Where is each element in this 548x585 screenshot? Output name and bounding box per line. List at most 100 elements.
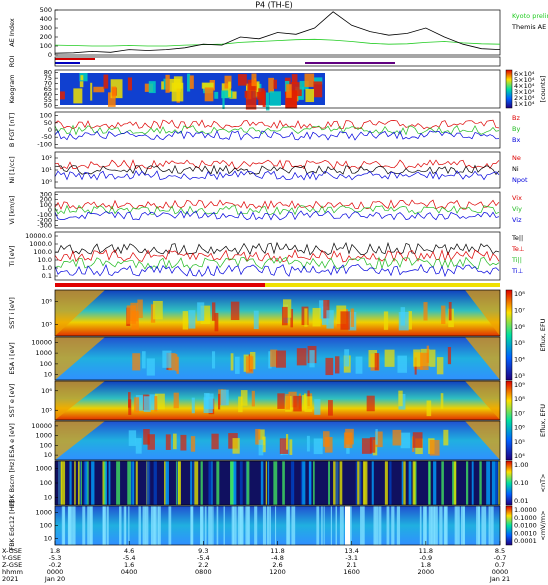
spectrogram-stripe [386, 506, 390, 545]
keogram-patch [171, 82, 184, 102]
time-axis-label: -5.4 [197, 554, 210, 562]
legend-entry: Te⊥ [511, 245, 525, 253]
spectrogram-stripe [208, 461, 212, 505]
legend-entry: Te|| [511, 234, 523, 242]
keogram-patch [304, 73, 315, 87]
y-tick-label: 1000 [35, 349, 52, 357]
spectrogram-stripe [128, 506, 130, 545]
spectrogram-stripe [428, 461, 431, 505]
spectrogram-stripe [279, 438, 289, 454]
keogram-patch [73, 88, 83, 104]
spectrogram-stripe [212, 506, 214, 545]
spectrogram-stripe [360, 506, 362, 545]
spectrogram-stripe [72, 506, 76, 545]
time-axis-label: 9.3 [198, 547, 208, 555]
colorbar-unit: [counts] [539, 76, 547, 103]
colorbar-label: 10⁸ [514, 290, 525, 298]
spectrogram-stripe [216, 461, 220, 505]
y-tick-label: 1000 [35, 432, 52, 440]
y-tick-label: 200 [40, 33, 52, 41]
spectrogram-stripe [200, 461, 203, 505]
colorbar [505, 289, 513, 381]
keogram-patch [201, 82, 214, 89]
spectrogram-stripe [323, 299, 330, 319]
spectrogram-stripe [197, 302, 205, 321]
spectrogram-stripe [412, 432, 423, 448]
spectrogram-stripe [350, 308, 355, 327]
spectrogram-stripe [235, 356, 240, 374]
spectrogram-stripe [103, 461, 106, 505]
spectrogram-stripe [84, 461, 88, 505]
colorbar [505, 69, 513, 109]
spectrogram-stripe [87, 506, 90, 545]
spectrogram-stripe [293, 395, 302, 412]
spectrogram-stripe [408, 311, 412, 330]
colorbar-label: 0.1000 [514, 514, 537, 522]
y-tick-label: 10000 [31, 422, 52, 430]
y-tick-label: 0 [48, 206, 52, 214]
spectrogram-stripe [483, 506, 487, 545]
spectrogram-stripe [200, 305, 211, 325]
keogram-patch [273, 79, 278, 89]
spectrogram-stripe [443, 506, 446, 545]
spectrogram-stripe [270, 349, 278, 367]
spectrogram-stripe [441, 461, 444, 505]
spectrogram-stripe [268, 351, 272, 369]
y-tick-label: -100 [37, 211, 52, 219]
spectrogram-wedge [55, 381, 500, 420]
spectrogram-stripe [313, 438, 323, 455]
spectrogram-stripe [439, 506, 443, 545]
legend-entry: Ti⊥ [511, 267, 524, 275]
legend-entry: Ti|| [511, 256, 522, 264]
colorbar-label: 10⁸ [514, 395, 525, 403]
keogram-patch [238, 74, 247, 86]
colorbar-unit: Eflux, EFU [539, 404, 547, 437]
keogram-patch [291, 82, 302, 97]
y-tick-label: 10⁶ [41, 387, 52, 395]
y-tick-label: 100 [40, 360, 52, 368]
spectrogram-stripe [392, 429, 402, 446]
spectrogram-stripe [290, 461, 295, 505]
legend-entry: Vix [512, 194, 522, 202]
time-axis-label: 0.7 [495, 561, 505, 569]
keogram-patch [189, 75, 194, 89]
spectrogram-stripe [460, 506, 465, 545]
spectrogram-stripe [102, 506, 105, 545]
spectrogram-stripe [355, 356, 363, 374]
y-axis-label: ESA i [eV] [8, 342, 16, 374]
y-tick-label: 10⁵ [41, 406, 52, 414]
colorbar-label: 10⁴ [514, 452, 525, 460]
colorbar-label: 10⁴ [514, 356, 525, 364]
colorbar-unit: <nT> [539, 474, 547, 493]
time-axis-label: -5.4 [123, 554, 136, 562]
spectrogram-stripe [240, 390, 248, 406]
time-axis-label: 1.6 [124, 561, 134, 569]
keogram-patch [244, 90, 247, 98]
spectrogram-stripe [463, 506, 466, 545]
spectrogram-stripe [188, 310, 196, 329]
spectrogram-stripe [176, 461, 178, 505]
spectrogram-stripe [173, 392, 179, 409]
keogram-patch [313, 81, 323, 98]
spectrogram-stripe [344, 349, 350, 367]
spectrogram-stripe [440, 393, 444, 409]
y-tick-label: 1000 [35, 509, 52, 517]
spectrogram-stripe [128, 392, 131, 408]
spectrogram-stripe [302, 395, 306, 411]
time-axis-label: 2.1 [346, 561, 356, 569]
panel-frame [54, 191, 501, 229]
colorbar-label: 1.0000 [514, 506, 537, 514]
spectrogram-stripe [314, 399, 321, 415]
keogram-patch [103, 74, 109, 89]
spectrogram-stripe [343, 432, 353, 449]
keogram-patch [299, 80, 309, 90]
time-axis-label: 0000 [492, 568, 509, 576]
y-axis-label: Ni [1/cc] [8, 156, 16, 183]
y-tick-label: 10⁵ [41, 321, 52, 329]
spectrogram-stripe [490, 506, 494, 545]
spectrogram-stripe [239, 506, 243, 545]
spectrogram-stripe [274, 506, 277, 545]
spectrogram-stripe [153, 461, 157, 505]
spectrogram-stripe [374, 353, 379, 371]
spectrogram-stripe [143, 429, 150, 445]
